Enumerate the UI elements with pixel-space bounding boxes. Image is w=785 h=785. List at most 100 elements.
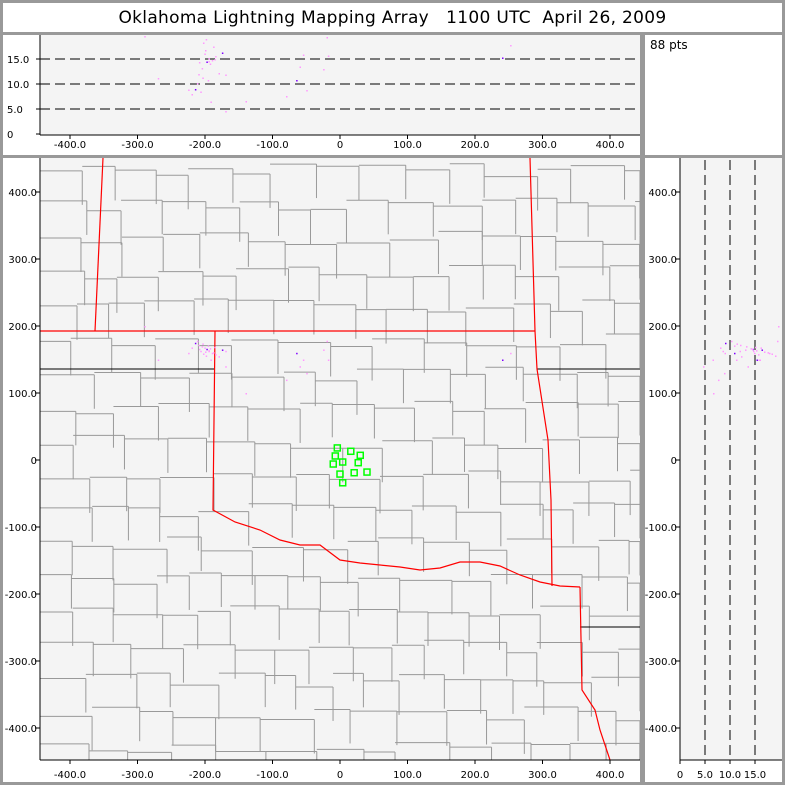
- source-point-ew: [286, 96, 288, 98]
- source-point-ns: [725, 342, 727, 345]
- source-point-ew: [206, 61, 208, 63]
- source-point-ns: [745, 349, 747, 351]
- source-point-plan: [202, 343, 204, 345]
- source-point-ew: [198, 62, 201, 64]
- y-tick-label-ns: -400.0: [645, 724, 677, 735]
- source-point-plan: [194, 342, 197, 345]
- source-point-plan: [206, 348, 208, 351]
- source-point-ns: [734, 345, 736, 347]
- county-borders: [40, 163, 641, 760]
- axes: -400.0 -300.0 -200.0 -100.0 0 100.0 200.0 300.0…: [5, 35, 782, 781]
- source-point-plan: [225, 350, 227, 353]
- source-point-ew: [323, 69, 325, 71]
- altitude-tick-label-ns: 10.0: [719, 770, 741, 781]
- source-point-ew: [208, 61, 210, 63]
- source-point-ns: [758, 359, 760, 361]
- source-point-plan: [210, 359, 212, 361]
- source-point-plan: [326, 340, 328, 343]
- y-tick-label-ns: 200.0: [648, 322, 677, 333]
- source-point-plan: [202, 353, 205, 355]
- x-tick-label: -100.0: [256, 770, 288, 781]
- source-point-ew: [326, 37, 328, 39]
- source-point-plan: [191, 347, 193, 349]
- source-point-ns: [739, 350, 741, 353]
- source-point-ns: [740, 344, 742, 347]
- x-tick-label: 0: [337, 140, 343, 151]
- source-point-ns: [778, 326, 780, 328]
- source-point-plan: [196, 340, 199, 343]
- source-point-ns: [756, 350, 758, 352]
- source-point-ew: [245, 101, 247, 103]
- altitude-tick-label-ns: 15.0: [744, 770, 766, 781]
- source-point-ew: [194, 89, 197, 91]
- y-tick-label-ns: 300.0: [648, 255, 677, 266]
- station-marker: [350, 468, 358, 477]
- source-point-ew: [200, 91, 202, 93]
- source-point-plan: [215, 354, 217, 356]
- x-tick-label: 200.0: [461, 140, 490, 151]
- altitude-tick-label-ns: 5.0: [697, 770, 713, 781]
- altitude-tick-label: 5.0: [7, 105, 23, 116]
- source-point-ns: [734, 352, 736, 355]
- station-marker: [331, 452, 340, 460]
- y-tick-label: -200.0: [5, 590, 37, 601]
- source-point-ew: [205, 50, 207, 52]
- state-border: [579, 586, 611, 761]
- source-point-ew: [296, 80, 298, 82]
- source-point-plan: [286, 379, 288, 382]
- source-point-ew: [144, 36, 146, 38]
- source-point-ns: [761, 349, 763, 351]
- info-panel: 88 pts: [645, 35, 782, 155]
- source-point-plan: [201, 346, 204, 348]
- source-point-ew: [188, 89, 190, 91]
- y-tick-label: 100.0: [8, 389, 37, 400]
- source-point-ns: [720, 347, 722, 349]
- source-point-ns: [764, 351, 766, 353]
- y-tick-label: 0: [31, 456, 37, 467]
- source-point-ew: [221, 52, 224, 54]
- altitude-tick-label: 0: [7, 130, 13, 141]
- source-point-plan: [225, 366, 227, 368]
- source-point-ns: [754, 352, 756, 355]
- source-point-ew: [225, 74, 227, 76]
- source-point-plan: [299, 366, 301, 368]
- source-point-ew: [196, 83, 199, 85]
- source-point-plan: [502, 359, 504, 361]
- source-point-ns: [736, 343, 738, 345]
- source-point-ew: [207, 80, 210, 82]
- source-point-ns: [775, 355, 777, 357]
- source-point-plan: [296, 352, 298, 355]
- x-tick-label: 0: [337, 770, 343, 781]
- source-point-ew: [210, 101, 212, 103]
- source-point-plan: [213, 352, 215, 354]
- state-border: [212, 330, 581, 588]
- x-tick-label: 100.0: [393, 140, 422, 151]
- x-tick-label: 300.0: [528, 140, 557, 151]
- source-point-ew: [191, 94, 193, 96]
- source-point-ew: [211, 60, 214, 62]
- source-point-ew: [202, 77, 204, 79]
- station-marker: [329, 460, 337, 468]
- source-point-ns: [703, 366, 705, 368]
- y-tick-label: 200.0: [8, 322, 37, 333]
- source-point-plan: [198, 348, 201, 351]
- source-point-plan: [245, 393, 247, 395]
- source-point-ew: [213, 46, 215, 48]
- source-point-plan: [207, 345, 210, 347]
- y-tick-label: 300.0: [8, 255, 37, 266]
- altitude-reference-lines: [40, 58, 756, 760]
- y-tick-label-ns: 100.0: [648, 389, 677, 400]
- x-tick-label: -200.0: [189, 770, 221, 781]
- source-point-plan: [209, 348, 212, 350]
- station-marker: [333, 444, 342, 452]
- source-point-ew: [225, 111, 227, 113]
- x-tick-label: -400.0: [54, 140, 86, 151]
- source-point-ns: [741, 356, 743, 358]
- source-point-ew: [502, 57, 504, 59]
- y-tick-label-ns: -100.0: [645, 523, 677, 534]
- source-point-ns: [731, 340, 733, 343]
- x-tick-label: -100.0: [256, 140, 288, 151]
- source-point-ns: [713, 393, 715, 395]
- source-point-ew: [510, 45, 512, 47]
- y-tick-label-ns: 400.0: [648, 188, 677, 199]
